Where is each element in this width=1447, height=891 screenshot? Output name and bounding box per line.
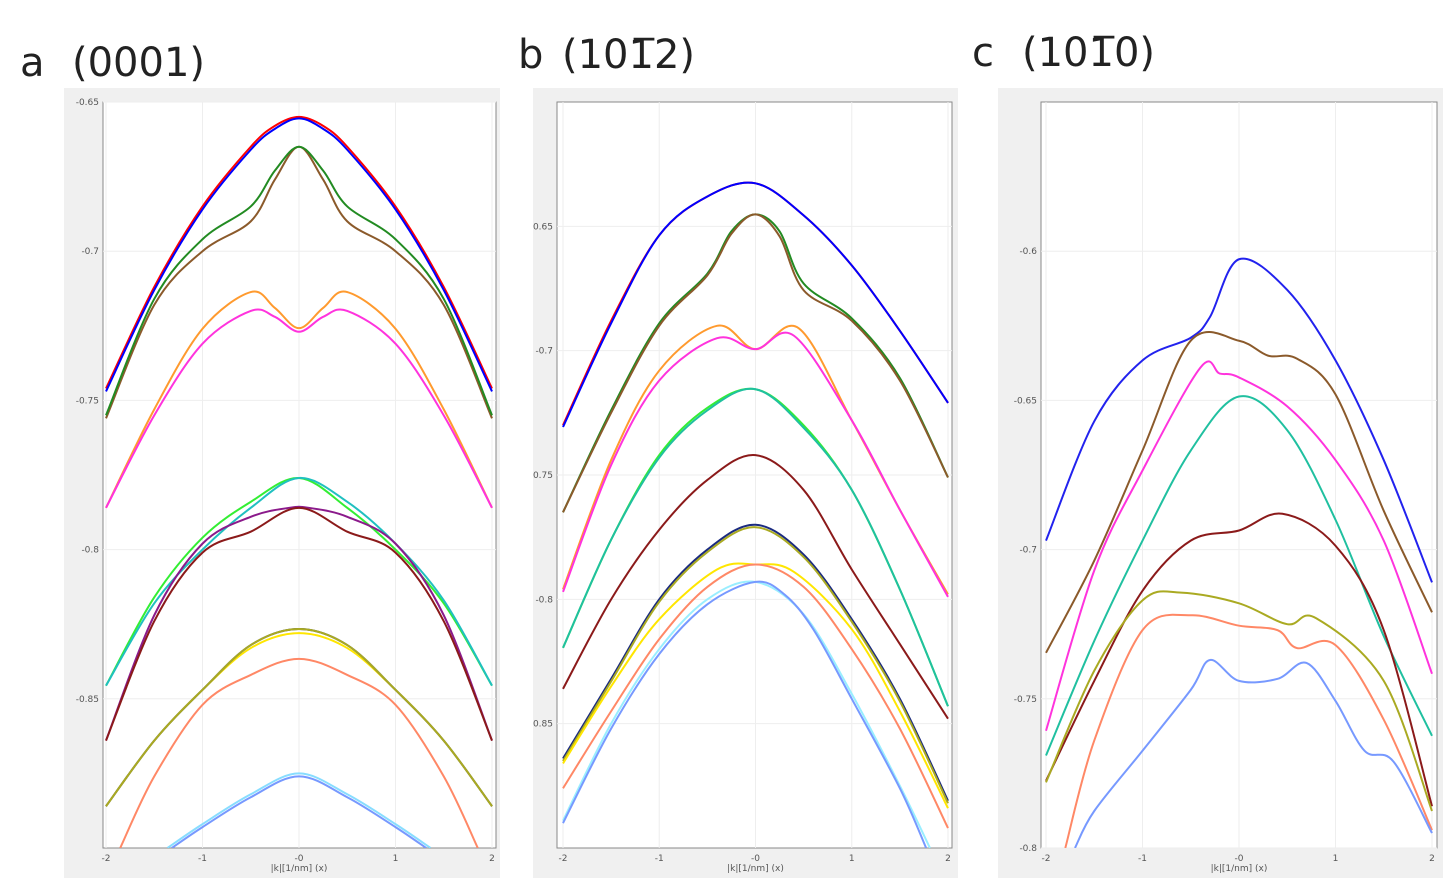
- y-tick-label: -0.7: [535, 347, 553, 357]
- y-tick-label: -0.7: [81, 247, 99, 257]
- series-line: [562, 523, 949, 802]
- series-line: [562, 181, 949, 428]
- series-line: [1045, 590, 1433, 812]
- series-line: [105, 476, 493, 687]
- y-tick-label: -0.65: [1014, 396, 1037, 406]
- series-line: [171, 775, 427, 848]
- panel-a-letter: a: [20, 40, 45, 86]
- series-line: [119, 657, 479, 848]
- series-line: [1045, 395, 1433, 756]
- y-tick-label: -0.8: [1019, 844, 1037, 854]
- series-line: [166, 772, 432, 848]
- x-tick-label: -2: [102, 854, 111, 864]
- y-tick-label: -0.8: [81, 546, 99, 556]
- series-line: [105, 505, 493, 741]
- y-tick-label: -0.7: [1019, 546, 1037, 556]
- series-line: [1074, 659, 1433, 848]
- panel-b: 0.65 -0.7 0.75 -0.8 0.85 -2 -1 -0 1 2 |k|[1/nm] (x…: [533, 88, 958, 878]
- x-tick-label: 1: [1333, 854, 1339, 864]
- series-line: [1064, 613, 1433, 848]
- series-line: [1045, 512, 1433, 807]
- series-line: [562, 580, 928, 848]
- series-line: [1045, 331, 1433, 654]
- y-tick-label: -0.85: [76, 695, 99, 705]
- series-line: [562, 563, 949, 829]
- series-line: [562, 387, 949, 707]
- series-line: [105, 627, 493, 807]
- x-tick-label: -0: [751, 854, 760, 864]
- panel-c-letter: c: [972, 30, 994, 76]
- panel-a: -0.65 -0.7 -0.75 -0.8 -0.85 -2 -1 -0 1 2 |k|[1/nm]…: [64, 88, 500, 878]
- series-line: [105, 290, 493, 509]
- y-tick-label: 0.85: [533, 720, 553, 730]
- series-line: [562, 454, 949, 720]
- x-axis-label: |k|[1/nm] (x): [1211, 864, 1268, 874]
- series-group: [562, 181, 949, 848]
- x-tick-label: 2: [945, 854, 951, 864]
- x-axis-label: |k|[1/nm] (x): [727, 864, 784, 874]
- x-tick-label: -1: [655, 854, 664, 864]
- series-line: [1045, 360, 1433, 732]
- x-tick-label: 1: [393, 854, 399, 864]
- x-tick-label: -2: [1042, 854, 1051, 864]
- x-tick-label: 2: [1429, 854, 1435, 864]
- y-tick-label: -0.8: [535, 595, 553, 605]
- panel-a-title: (0001): [72, 40, 206, 86]
- series-line: [105, 115, 493, 389]
- y-tick-label: -0.75: [76, 396, 99, 406]
- series-group: [105, 115, 493, 848]
- panel-c: -0.6 -0.65 -0.7 -0.75 -0.8 -2 -1 -0 1 2 |k|[1/nm] …: [998, 88, 1443, 878]
- panel-b-letter: b: [518, 32, 544, 78]
- y-tick-label: -0.65: [76, 98, 99, 108]
- series-line: [105, 308, 493, 509]
- x-tick-label: -0: [1235, 854, 1244, 864]
- series-line: [105, 506, 493, 741]
- x-tick-label: -2: [559, 854, 568, 864]
- y-tick-label: 0.75: [533, 471, 553, 481]
- y-tick-label: 0.65: [533, 222, 553, 232]
- x-tick-label: -0: [295, 854, 304, 864]
- x-axis-label: |k|[1/nm] (x): [271, 864, 328, 874]
- x-tick-label: -1: [1138, 854, 1147, 864]
- y-tick-label: -0.6: [1019, 247, 1037, 257]
- series-line: [562, 213, 949, 513]
- series-line: [1045, 257, 1433, 583]
- series-group: [1045, 257, 1433, 848]
- series-line: [562, 331, 949, 598]
- panel-c-title: (101̅0): [1022, 30, 1156, 76]
- series-line: [105, 145, 493, 416]
- x-tick-label: -1: [198, 854, 207, 864]
- x-tick-label: 1: [849, 854, 855, 864]
- series-line: [562, 526, 949, 804]
- series-line: [105, 117, 493, 392]
- y-tick-label: -0.75: [1014, 695, 1037, 705]
- panel-b-title: (101̅2): [562, 32, 696, 78]
- x-tick-label: 2: [489, 854, 495, 864]
